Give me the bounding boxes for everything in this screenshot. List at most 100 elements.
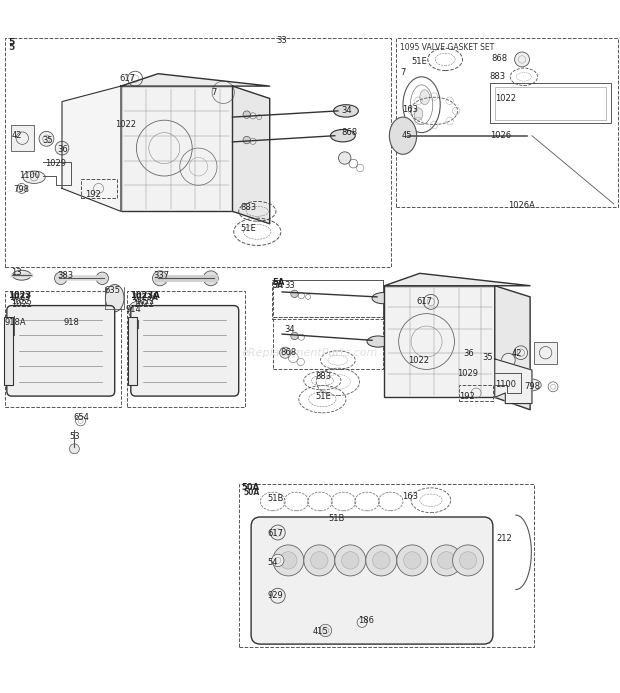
Bar <box>11 125 34 151</box>
Polygon shape <box>62 86 121 211</box>
Circle shape <box>128 301 147 320</box>
Circle shape <box>243 137 250 143</box>
Text: 50A: 50A <box>242 483 260 492</box>
Ellipse shape <box>367 336 389 347</box>
Text: 1022: 1022 <box>11 300 32 309</box>
Circle shape <box>69 444 79 454</box>
Text: 1023: 1023 <box>8 291 31 300</box>
Text: 51E: 51E <box>315 392 330 401</box>
Circle shape <box>502 353 515 367</box>
Circle shape <box>39 132 54 146</box>
Text: 212: 212 <box>496 534 511 543</box>
Circle shape <box>453 545 484 576</box>
Text: 883: 883 <box>315 371 331 380</box>
Text: 5A: 5A <box>273 278 285 287</box>
Polygon shape <box>232 86 270 224</box>
Text: 918: 918 <box>64 319 80 327</box>
Text: 914: 914 <box>125 305 141 314</box>
Circle shape <box>291 332 298 340</box>
Text: 868: 868 <box>341 128 357 137</box>
Bar <box>534 342 557 364</box>
Circle shape <box>311 552 328 569</box>
Text: 51E: 51E <box>412 57 427 66</box>
Text: 1095 VALVE GASKET SET: 1095 VALVE GASKET SET <box>400 43 494 52</box>
Text: 7: 7 <box>211 88 216 97</box>
Ellipse shape <box>389 117 417 155</box>
Text: 50A: 50A <box>243 488 259 497</box>
FancyBboxPatch shape <box>131 306 239 396</box>
Ellipse shape <box>105 285 124 312</box>
Text: 51B: 51B <box>268 494 284 503</box>
Circle shape <box>272 554 284 567</box>
Bar <box>273 280 383 317</box>
Text: 883: 883 <box>490 72 506 81</box>
Bar <box>5 38 391 267</box>
Text: 192: 192 <box>459 392 474 401</box>
Text: 635: 635 <box>104 286 120 295</box>
Text: 868: 868 <box>280 348 296 357</box>
Text: 1026: 1026 <box>490 131 511 140</box>
Text: 33: 33 <box>284 281 294 290</box>
Circle shape <box>270 525 285 540</box>
Bar <box>384 286 495 397</box>
Circle shape <box>291 290 298 297</box>
Circle shape <box>55 141 69 155</box>
Text: 33: 33 <box>276 36 286 45</box>
Text: 1022: 1022 <box>115 120 136 129</box>
Bar <box>490 83 611 123</box>
Ellipse shape <box>12 270 31 280</box>
Bar <box>459 385 493 401</box>
Text: 1022: 1022 <box>135 297 154 306</box>
Bar <box>81 179 117 198</box>
Text: 42: 42 <box>11 131 22 140</box>
Text: 1100: 1100 <box>19 171 40 180</box>
Text: 192: 192 <box>86 190 101 199</box>
Text: 654: 654 <box>73 413 89 422</box>
Bar <box>127 290 245 407</box>
Circle shape <box>243 111 250 119</box>
Text: 1022: 1022 <box>408 356 429 365</box>
Text: 51E: 51E <box>241 225 256 234</box>
Text: 34: 34 <box>341 107 352 116</box>
Circle shape <box>335 545 366 576</box>
Text: 7: 7 <box>400 68 405 77</box>
Text: 163: 163 <box>402 492 418 501</box>
Circle shape <box>342 552 359 569</box>
Circle shape <box>373 552 390 569</box>
Circle shape <box>304 545 335 576</box>
Circle shape <box>339 152 351 164</box>
FancyBboxPatch shape <box>251 517 493 644</box>
Text: 13: 13 <box>11 267 22 277</box>
Polygon shape <box>384 273 530 286</box>
Polygon shape <box>121 73 270 86</box>
Text: 35: 35 <box>482 353 493 362</box>
Circle shape <box>438 552 455 569</box>
Circle shape <box>66 320 81 335</box>
Text: 415: 415 <box>313 627 329 636</box>
Circle shape <box>153 271 167 286</box>
Circle shape <box>280 552 297 569</box>
Circle shape <box>273 545 304 576</box>
Text: 53: 53 <box>69 432 80 441</box>
Bar <box>128 317 137 385</box>
Text: 1023A: 1023A <box>131 293 158 302</box>
Text: 798: 798 <box>14 185 30 194</box>
Text: 163: 163 <box>402 105 418 114</box>
Circle shape <box>366 545 397 576</box>
Text: 337: 337 <box>154 271 170 280</box>
Text: 383: 383 <box>58 271 74 280</box>
Text: 1026A: 1026A <box>508 201 535 210</box>
Text: 883: 883 <box>241 202 257 211</box>
Ellipse shape <box>420 90 430 105</box>
Text: 186: 186 <box>358 616 374 625</box>
Text: 35: 35 <box>42 136 53 145</box>
Bar <box>121 86 232 211</box>
Bar <box>495 87 606 120</box>
Ellipse shape <box>414 108 423 120</box>
Ellipse shape <box>23 171 45 184</box>
Text: 798: 798 <box>524 383 540 392</box>
Text: 918A: 918A <box>5 319 27 327</box>
Text: 1029: 1029 <box>458 369 479 378</box>
Text: 34: 34 <box>284 324 294 333</box>
Bar <box>273 317 383 369</box>
